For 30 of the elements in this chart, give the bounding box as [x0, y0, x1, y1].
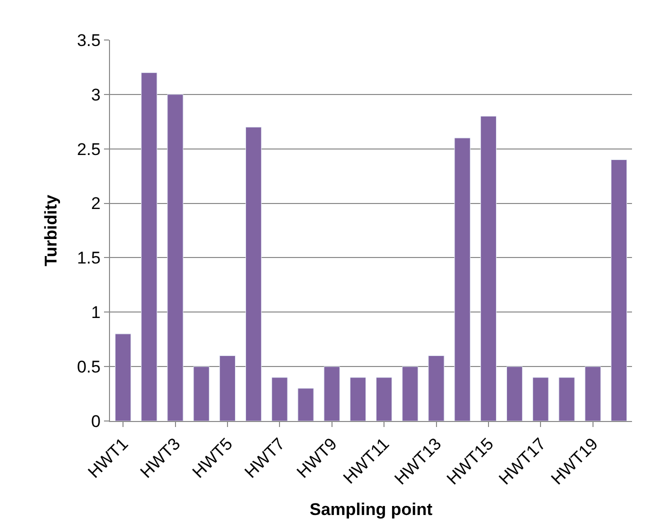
- bar: [350, 377, 366, 421]
- y-tick-label: 1: [91, 303, 101, 322]
- y-tick-label: 0.5: [76, 358, 101, 377]
- y-tick-label: 3: [91, 85, 101, 104]
- bar: [193, 366, 210, 421]
- bar: [584, 366, 601, 421]
- y-axis-title: Turbidity: [42, 194, 61, 266]
- bar: [506, 366, 523, 421]
- bar: [245, 126, 262, 421]
- bar: [428, 355, 444, 421]
- bar: [324, 366, 340, 421]
- y-tick-label: 2.5: [76, 140, 101, 159]
- y-tick-label: 2: [91, 194, 101, 214]
- bar: [114, 334, 132, 421]
- bar: [141, 72, 158, 421]
- y-tick-label: 3.5: [76, 30, 101, 50]
- y-tick-label: 1.5: [76, 248, 101, 268]
- bar: [480, 116, 497, 421]
- bar: [167, 94, 184, 421]
- bar: [532, 377, 549, 421]
- y-tick-label: 0: [91, 412, 101, 431]
- x-axis-title: Sampling point: [310, 500, 433, 519]
- bar: [610, 159, 628, 421]
- bar: [402, 366, 418, 421]
- bar: [454, 138, 470, 421]
- bar: [376, 377, 392, 421]
- bar: [558, 377, 575, 421]
- bar: [298, 388, 314, 421]
- bar: [272, 377, 288, 421]
- bar: [219, 355, 236, 421]
